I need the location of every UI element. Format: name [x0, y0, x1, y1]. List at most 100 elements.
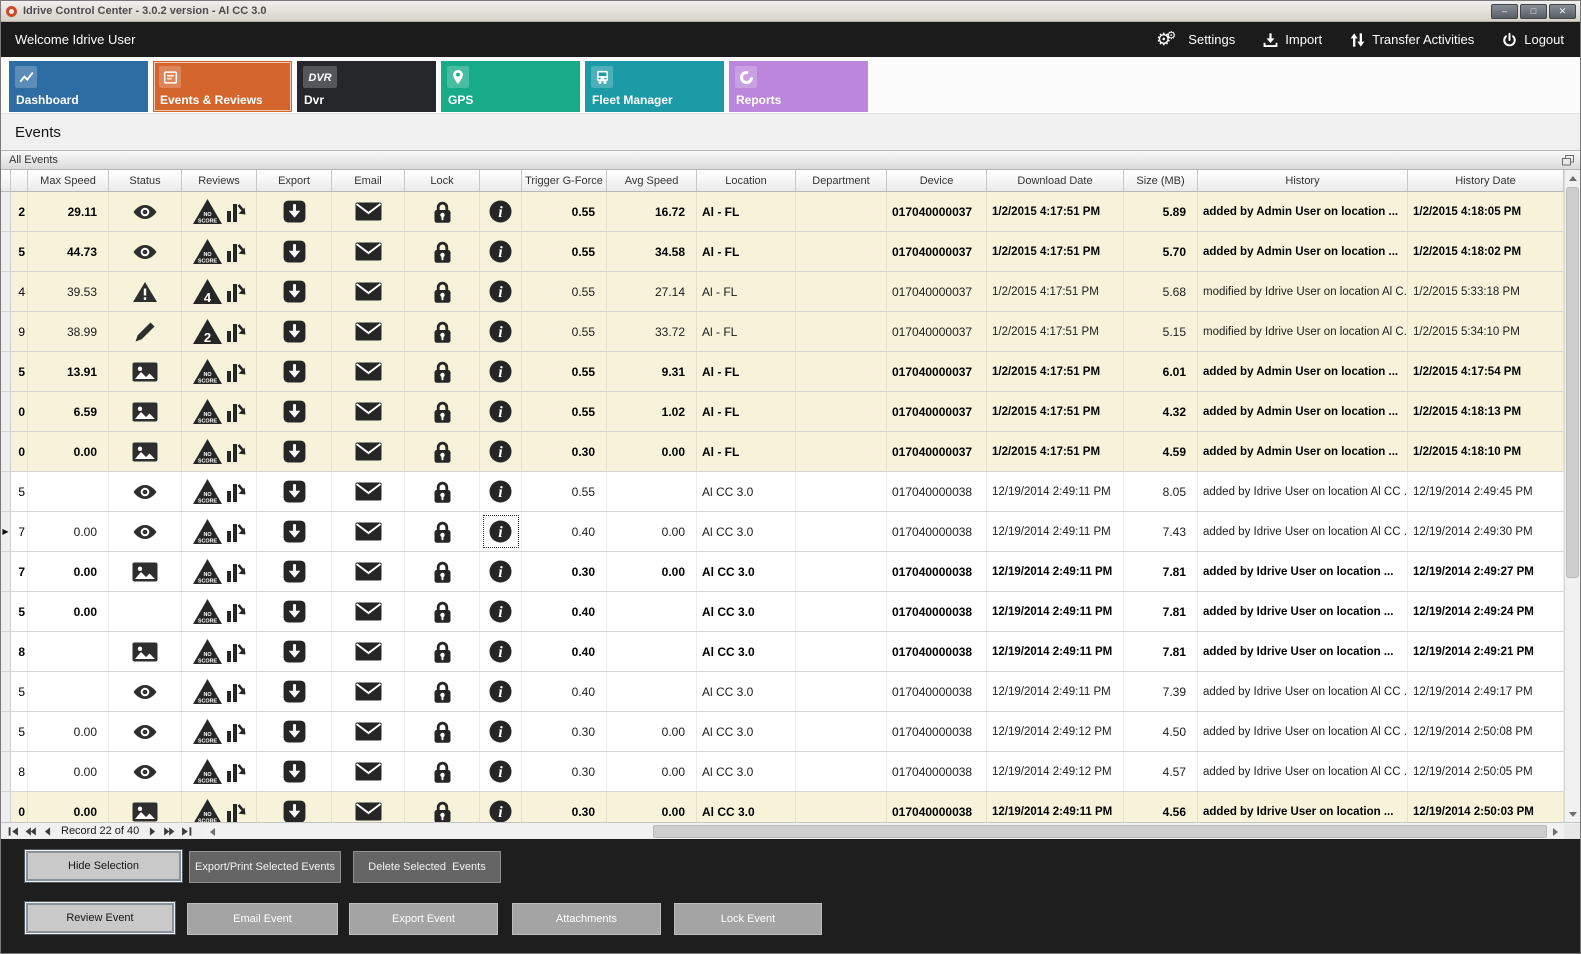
status-cell[interactable]	[109, 392, 182, 431]
history-date-cell[interactable]: 12/19/2014 2:50:08 PM	[1408, 712, 1564, 751]
horizontal-scrollbar[interactable]	[205, 824, 1563, 839]
event-row[interactable]: 5 NO SCORE i 0.40 Al CC 3.0 017040000038 12/19/…	[1, 672, 1564, 712]
reviews-cell[interactable]: NO SCORE	[182, 512, 257, 551]
history-cell[interactable]: added by Idrive User on location Al CC .…	[1198, 512, 1408, 551]
info-cell[interactable]: i	[480, 192, 522, 231]
horizontal-scroll-thumb[interactable]	[653, 825, 1547, 838]
event-row[interactable]: 5 0.00 NO SCORE i 0.30 0.00 Al CC 3.0 0170400000…	[1, 712, 1564, 752]
review-score-badge-icon[interactable]: NO SCORE	[192, 478, 223, 505]
scroll-right-icon[interactable]	[1548, 824, 1563, 839]
attachments-button[interactable]: Attachments	[512, 903, 661, 935]
max-speed-cell[interactable]: 0.00	[28, 752, 109, 791]
location-cell[interactable]: Al CC 3.0	[697, 632, 796, 671]
download-date-cell[interactable]: 12/19/2014 2:49:11 PM	[987, 512, 1124, 551]
review-chart-icon[interactable]	[226, 520, 246, 544]
device-cell[interactable]: 017040000037	[887, 432, 987, 471]
download-date-cell[interactable]: 1/2/2015 4:17:51 PM	[987, 232, 1124, 271]
history-date-cell[interactable]: 12/19/2014 2:49:24 PM	[1408, 592, 1564, 631]
max-speed-cell[interactable]: 44.73	[28, 232, 109, 271]
history-date-cell[interactable]: 12/19/2014 2:50:03 PM	[1408, 792, 1564, 822]
lock-cell[interactable]	[405, 312, 480, 351]
device-cell[interactable]: 017040000038	[887, 712, 987, 751]
download-date-cell[interactable]: 1/2/2015 4:17:51 PM	[987, 272, 1124, 311]
tab-events-reviews[interactable]: Events & Reviews	[153, 61, 292, 112]
max-speed-cell[interactable]: 39.53	[28, 272, 109, 311]
trigger-g-force-cell[interactable]: 0.55	[522, 192, 607, 231]
status-cell[interactable]	[109, 352, 182, 391]
settings-button[interactable]: ⚙⚙ Settings	[1156, 31, 1235, 49]
lock-icon[interactable]	[433, 760, 452, 784]
export-cell[interactable]	[257, 792, 332, 822]
device-cell[interactable]: 017040000037	[887, 312, 987, 351]
lock-cell[interactable]	[405, 712, 480, 751]
history-date-cell[interactable]: 1/2/2015 4:18:02 PM	[1408, 232, 1564, 271]
info-icon[interactable]: i	[488, 599, 513, 624]
avg-speed-cell[interactable]: 0.00	[607, 752, 697, 791]
export-icon[interactable]	[282, 559, 307, 584]
location-cell[interactable]: Al - FL	[697, 392, 796, 431]
history-date-cell[interactable]: 12/19/2014 2:50:05 PM	[1408, 752, 1564, 791]
lock-icon[interactable]	[433, 200, 452, 224]
history-cell[interactable]: added by Idrive User on location ...	[1198, 792, 1408, 822]
location-cell[interactable]: Al CC 3.0	[697, 472, 796, 511]
column-header-status[interactable]: Status	[109, 170, 182, 191]
trigger-g-force-cell[interactable]: 0.40	[522, 672, 607, 711]
email-cell[interactable]	[332, 312, 405, 351]
export-icon[interactable]	[282, 199, 307, 224]
email-cell[interactable]	[332, 552, 405, 591]
history-date-cell[interactable]: 12/19/2014 2:49:30 PM	[1408, 512, 1564, 551]
review-chart-icon[interactable]	[226, 680, 246, 704]
export-cell[interactable]	[257, 712, 332, 751]
size-mb-cell[interactable]: 7.81	[1124, 552, 1198, 591]
lock-icon[interactable]	[433, 520, 452, 544]
size-mb-cell[interactable]: 4.59	[1124, 432, 1198, 471]
max-speed-cell[interactable]	[28, 632, 109, 671]
info-icon[interactable]: i	[488, 759, 513, 784]
email-cell[interactable]	[332, 272, 405, 311]
location-cell[interactable]: Al - FL	[697, 312, 796, 351]
trigger-g-force-cell[interactable]: 0.30	[522, 552, 607, 591]
review-score-badge-icon[interactable]: NO SCORE	[192, 718, 223, 745]
review-chart-icon[interactable]	[226, 440, 246, 464]
download-date-cell[interactable]: 1/2/2015 4:17:51 PM	[987, 312, 1124, 351]
review-score-badge-icon[interactable]: NO SCORE	[192, 438, 223, 465]
size-mb-cell[interactable]: 7.81	[1124, 632, 1198, 671]
column-header-email[interactable]: Email	[332, 170, 405, 191]
department-cell[interactable]	[796, 432, 887, 471]
location-cell[interactable]: Al CC 3.0	[697, 712, 796, 751]
column-header-download-date[interactable]: Download Date	[987, 170, 1124, 191]
next-page-icon[interactable]	[161, 824, 178, 839]
export-icon[interactable]	[282, 799, 307, 822]
lock-cell[interactable]	[405, 632, 480, 671]
export-icon[interactable]	[282, 439, 307, 464]
location-cell[interactable]: Al CC 3.0	[697, 672, 796, 711]
device-cell[interactable]: 017040000037	[887, 352, 987, 391]
warning-icon[interactable]	[132, 281, 158, 303]
status-cell[interactable]	[109, 592, 182, 631]
device-cell[interactable]: 017040000038	[887, 752, 987, 791]
review-score-badge-icon[interactable]: NO SCORE	[192, 558, 223, 585]
review-chart-icon[interactable]	[226, 480, 246, 504]
size-mb-cell[interactable]: 8.05	[1124, 472, 1198, 511]
avg-speed-cell[interactable]: 0.00	[607, 712, 697, 751]
info-icon[interactable]: i	[488, 679, 513, 704]
close-button[interactable]: ✕	[1549, 3, 1576, 19]
export-icon[interactable]	[282, 239, 307, 264]
email-cell[interactable]	[332, 672, 405, 711]
previous-record-icon[interactable]	[39, 824, 56, 839]
device-cell[interactable]: 017040000038	[887, 632, 987, 671]
email-cell[interactable]	[332, 352, 405, 391]
lock-icon[interactable]	[433, 440, 452, 464]
lock-cell[interactable]	[405, 352, 480, 391]
device-cell[interactable]: 017040000038	[887, 472, 987, 511]
event-row[interactable]: 2 29.11 NO SCORE i 0.55 16.72 Al - FL 0170400000…	[1, 192, 1564, 232]
vertical-scroll-thumb[interactable]	[1566, 187, 1579, 579]
trigger-g-force-cell[interactable]: 0.40	[522, 592, 607, 631]
email-cell[interactable]	[332, 432, 405, 471]
info-cell[interactable]: i	[480, 632, 522, 671]
email-icon[interactable]	[355, 562, 382, 581]
eye-icon[interactable]	[132, 243, 158, 261]
review-chart-icon[interactable]	[226, 240, 246, 264]
info-cell[interactable]: i	[480, 512, 522, 551]
event-row[interactable]: 0 6.59 NO SCORE i 0.55 1.02 Al - FL 017040000037…	[1, 392, 1564, 432]
